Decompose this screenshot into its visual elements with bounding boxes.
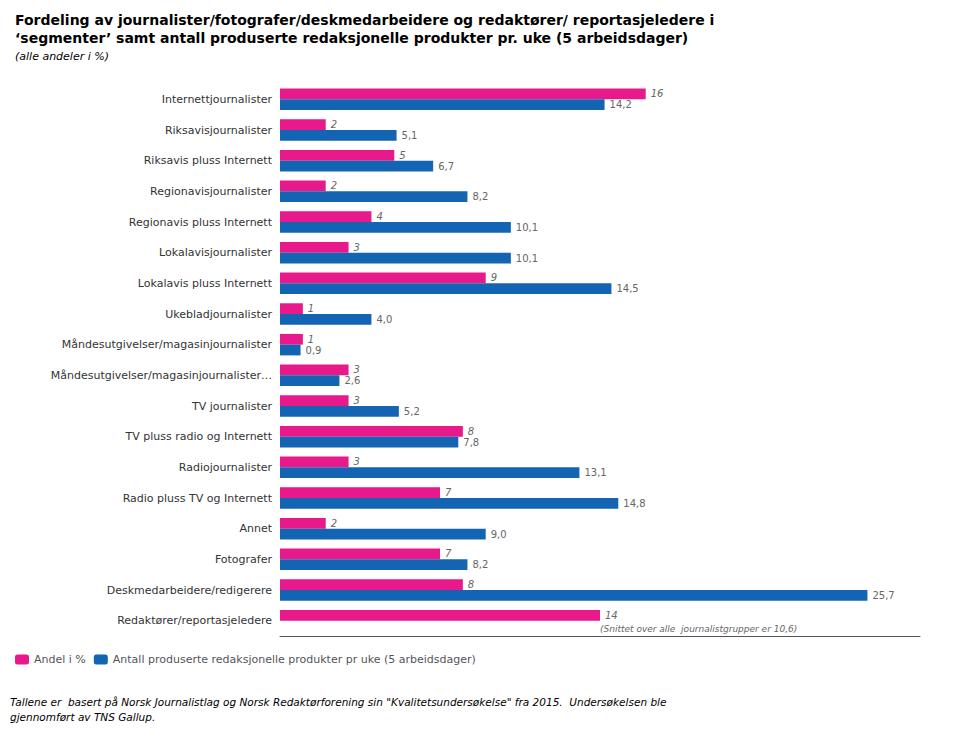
svg-text:Antall produserte redaksjonell: Antall produserte redaksjonelle produkte… [113,653,476,666]
svg-text:TV journalister: TV journalister [191,400,272,413]
svg-text:16: 16 [651,88,664,99]
svg-text:gjennomført av TNS Gallup.: gjennomført av TNS Gallup. [10,711,155,723]
svg-text:3: 3 [354,242,360,253]
svg-text:Regionavis pluss Internett: Regionavis pluss Internett [129,216,273,229]
svg-text:14: 14 [605,610,618,621]
svg-text:10,1: 10,1 [516,253,538,264]
svg-text:Deskmedarbeidere/redigerere: Deskmedarbeidere/redigerere [107,584,273,597]
svg-text:8: 8 [468,579,474,590]
svg-text:7,8: 7,8 [463,437,479,448]
svg-text:5: 5 [399,150,405,161]
svg-text:3: 3 [354,395,360,406]
svg-text:Annet: Annet [239,522,272,535]
svg-text:Radiojournalister: Radiojournalister [179,461,273,474]
svg-text:3: 3 [354,456,360,467]
svg-text:8,2: 8,2 [472,191,488,202]
svg-text:Internettjournalister: Internettjournalister [162,93,273,106]
svg-text:25,7: 25,7 [872,590,894,601]
svg-text:7: 7 [445,487,452,498]
svg-text:2,6: 2,6 [344,375,360,386]
svg-text:(alle andeler i %): (alle andeler i %) [15,50,109,63]
svg-text:Tallene er basert på Norsk Jo: Tallene er basert på Norsk Journalistlag… [10,696,666,708]
svg-text:9,0: 9,0 [491,529,507,540]
svg-text:4,0: 4,0 [376,314,392,325]
svg-text:TV pluss radio og Internett: TV pluss radio og Internett [125,430,273,443]
svg-text:(Snittet over alle journalist: (Snittet over alle journalistgrupper er … [600,624,797,634]
svg-text:3: 3 [354,364,360,375]
svg-text:Måndesutgivelser/magasinjourna: Måndesutgivelser/magasinjournalister… [51,369,272,382]
svg-text:Redaktører/reportasjeledere: Redaktører/reportasjeledere [117,614,272,627]
svg-text:8: 8 [468,426,474,437]
svg-text:14,5: 14,5 [616,283,638,294]
svg-text:Måndesutgivelser/magasinjourna: Måndesutgivelser/magasinjournalister [62,338,273,351]
svg-text:14,2: 14,2 [610,99,632,110]
svg-text:14,8: 14,8 [623,498,645,509]
svg-text:5,2: 5,2 [404,406,420,417]
svg-text:13,1: 13,1 [584,467,606,478]
svg-text:Radio pluss TV og Internett: Radio pluss TV og Internett [123,492,273,505]
svg-text:4: 4 [376,211,382,222]
svg-text:‘segmenter’ samt antall produs: ‘segmenter’ samt antall produserte redak… [15,30,688,46]
svg-text:Fotografer: Fotografer [215,553,273,566]
svg-text:9: 9 [491,272,497,283]
svg-text:Riksavis pluss Internett: Riksavis pluss Internett [144,154,273,167]
svg-text:1: 1 [308,334,314,345]
svg-text:1: 1 [308,303,314,314]
svg-text:Ukebladjournalister: Ukebladjournalister [165,308,272,321]
svg-text:Lokalavis pluss Internett: Lokalavis pluss Internett [138,277,273,290]
svg-text:Fordeling av journalister/foto: Fordeling av journalister/fotografer/des… [15,12,714,28]
svg-text:Andel i %: Andel i % [34,653,86,666]
svg-text:2: 2 [331,119,337,130]
svg-text:8,2: 8,2 [472,559,488,570]
svg-text:5,1: 5,1 [402,130,418,141]
svg-text:0,9: 0,9 [306,345,322,356]
svg-text:10,1: 10,1 [516,222,538,233]
svg-text:2: 2 [331,180,337,191]
svg-text:6,7: 6,7 [438,161,454,172]
svg-text:Riksavisjournalister: Riksavisjournalister [165,124,273,137]
svg-text:7: 7 [445,548,452,559]
svg-text:2: 2 [331,518,337,529]
svg-text:Regionavisjournalister: Regionavisjournalister [150,185,272,198]
svg-text:Lokalavisjournalister: Lokalavisjournalister [159,246,272,259]
